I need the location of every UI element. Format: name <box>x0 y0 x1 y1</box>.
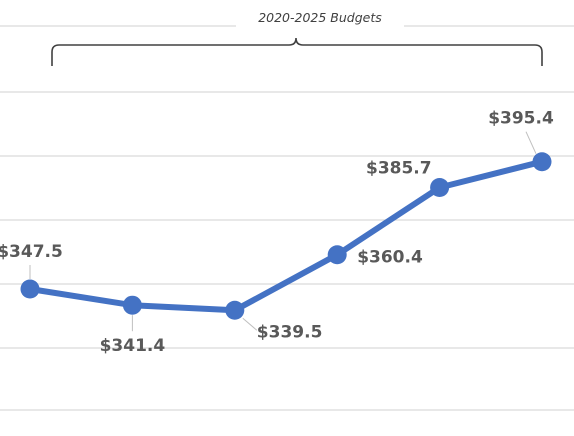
annotation-background <box>236 8 404 30</box>
data-point-2021 <box>122 295 142 315</box>
gridlines <box>0 25 574 411</box>
data-label-2020: $347.5 <box>0 242 63 262</box>
leader-line-2025 <box>525 131 537 154</box>
data-label-2025: $395.4 <box>488 109 554 129</box>
data-labels: $347.5 $341.4 $339.5 $360.4 $385.7 $395.4 <box>0 109 554 356</box>
data-points <box>20 152 552 320</box>
data-label-2023: $360.4 <box>357 248 423 268</box>
data-point-2023 <box>327 245 347 265</box>
data-label-2024: $385.7 <box>366 159 432 179</box>
annotation-bracket <box>51 37 543 66</box>
series-line <box>27 158 545 314</box>
data-label-2021: $341.4 <box>100 336 166 356</box>
data-point-2020 <box>20 279 40 299</box>
data-point-2022 <box>225 300 245 320</box>
label-leader-lines <box>29 131 537 332</box>
annotation-label: 2020-2025 Budgets <box>258 10 382 25</box>
data-point-2024 <box>430 178 450 198</box>
leader-line-2022 <box>242 317 258 331</box>
data-point-2025 <box>532 152 552 172</box>
data-label-2022: $339.5 <box>257 322 323 342</box>
